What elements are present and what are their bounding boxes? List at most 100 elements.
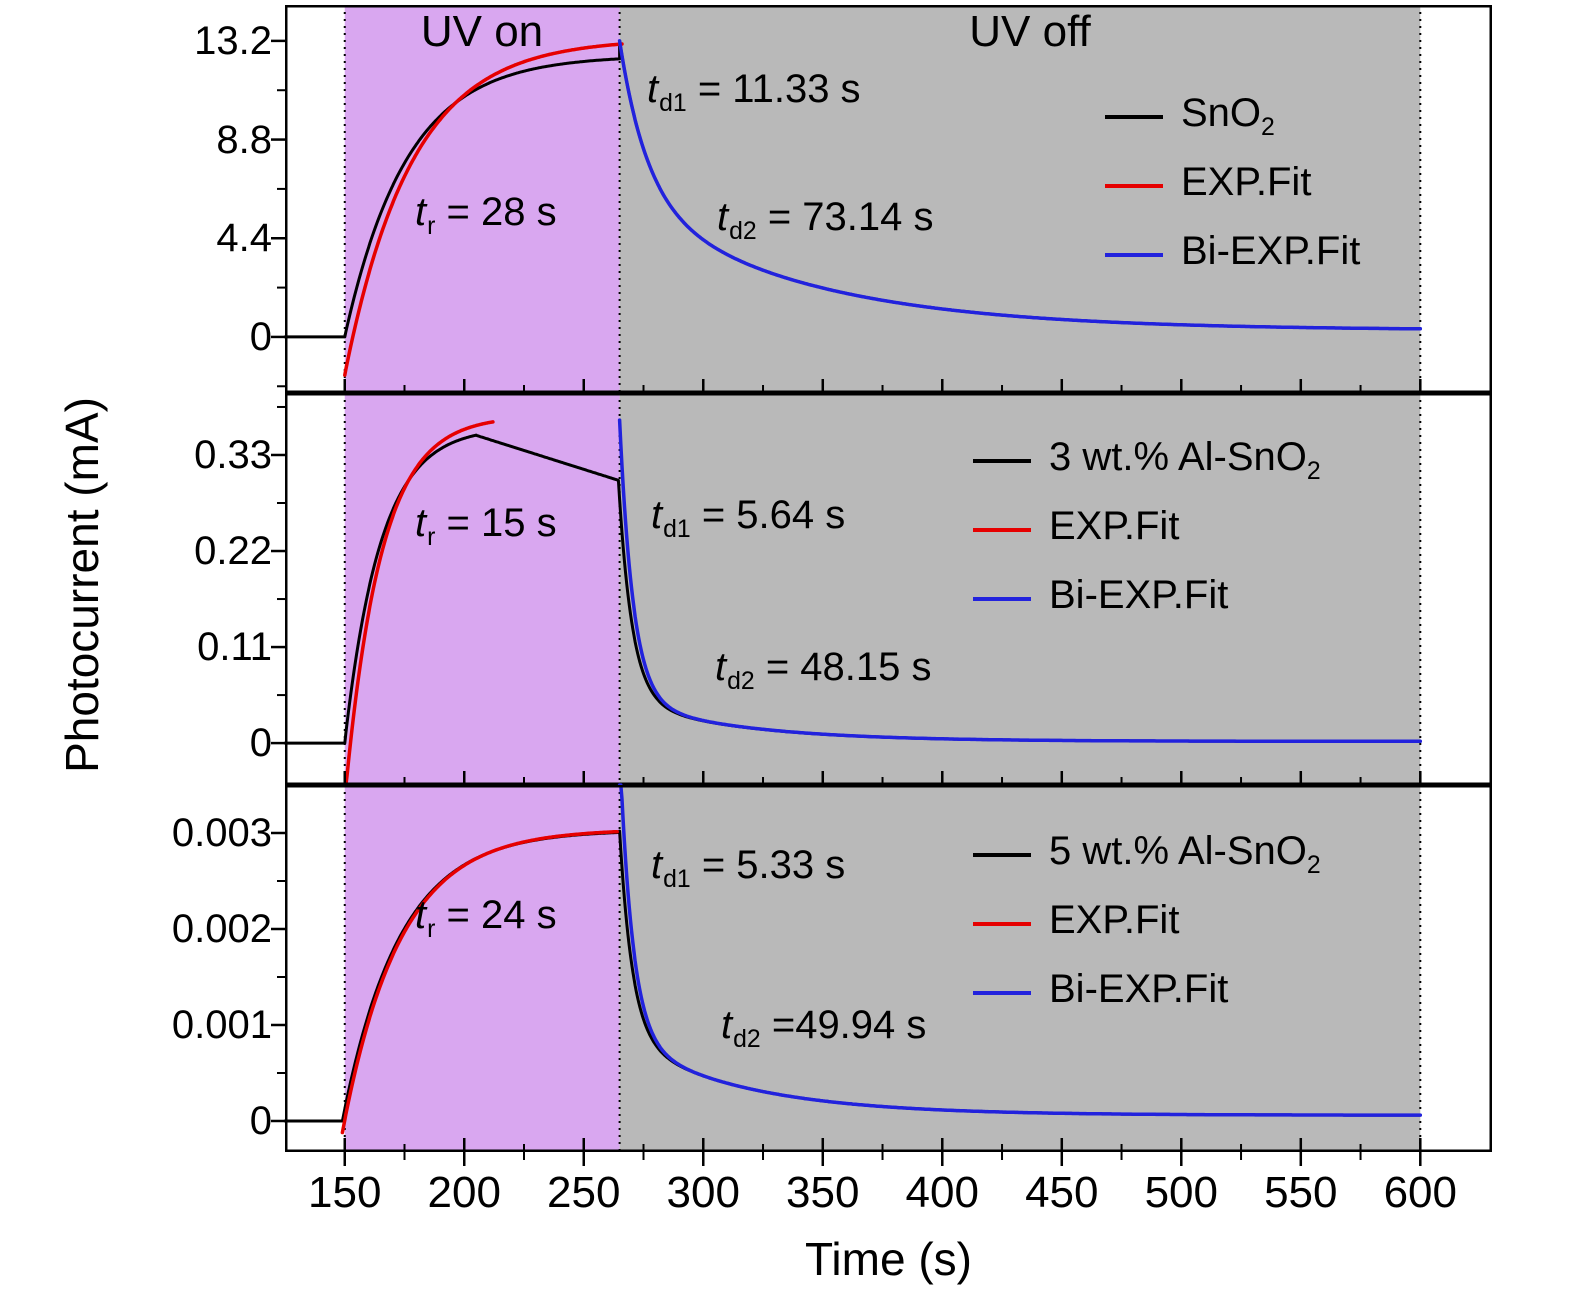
legend-line-swatch	[1105, 183, 1163, 188]
legend-item: SnO2	[1105, 91, 1360, 142]
plot-3wt-al-sno2-canvas	[271, 393, 1492, 787]
t-value: = 48.15 s	[754, 645, 932, 689]
y-tick-label: 0.22	[194, 529, 272, 574]
legend-label: 5 wt.% Al-SnO2	[1049, 829, 1321, 880]
legend-text: 3 wt.% Al-SnO	[1049, 435, 1307, 479]
t-value: = 28 s	[435, 190, 557, 234]
t-subscript: d2	[727, 668, 755, 695]
y-tick-label: 0.11	[197, 625, 272, 670]
t-subscript: d2	[729, 218, 757, 245]
x-tick-label: 250	[547, 1168, 621, 1217]
t-subscript: r	[427, 916, 436, 943]
legend-label: 3 wt.% Al-SnO2	[1049, 435, 1321, 486]
decay-time-2-annotation: td2 =49.94 s	[721, 1003, 926, 1054]
t-symbol: t	[647, 67, 659, 111]
t-symbol: t	[651, 493, 663, 537]
legend-text: Bi-EXP.Fit	[1049, 573, 1229, 617]
legend: SnO2 EXP.Fit Bi-EXP.Fit	[1105, 91, 1360, 280]
t-value: =49.94 s	[760, 1003, 927, 1047]
decay-time-1-annotation: td1 = 5.64 s	[651, 493, 845, 544]
legend-line-swatch	[1105, 252, 1163, 257]
t-value: = 24 s	[435, 893, 557, 937]
y-tick-label: 4.4	[216, 216, 272, 261]
legend-label: Bi-EXP.Fit	[1049, 967, 1228, 1018]
x-tick-label: 600	[1383, 1168, 1457, 1217]
t-symbol: t	[651, 843, 663, 887]
y-tick-label: 0.33	[194, 432, 272, 477]
legend-text: Bi-EXP.Fit	[1049, 967, 1229, 1011]
plot-sno2-canvas	[271, 5, 1492, 393]
x-tick-label: 200	[427, 1168, 501, 1217]
decay-time-1-annotation: td1 = 11.33 s	[647, 67, 861, 118]
legend-item: 3 wt.% Al-SnO2	[973, 435, 1321, 486]
decay-time-2-annotation: td2 = 48.15 s	[715, 645, 932, 696]
x-tick-label: 150	[308, 1168, 382, 1217]
legend-text: Bi-EXP.Fit	[1181, 229, 1361, 273]
uv-on-label: UV on	[420, 7, 544, 56]
legend-sub: 2	[1261, 114, 1275, 141]
t-subscript: d1	[659, 90, 687, 117]
y-tick-label: 13.2	[194, 18, 272, 63]
x-axis-title: Time (s)	[805, 1233, 972, 1285]
legend-item: EXP.Fit	[973, 504, 1321, 555]
t-symbol: t	[715, 645, 727, 689]
x-tick-label: 500	[1144, 1168, 1218, 1217]
t-value: = 5.64 s	[690, 493, 846, 537]
y-tick-label: 0.003	[171, 810, 272, 855]
legend-item: Bi-EXP.Fit	[1105, 229, 1360, 280]
y-tick-label: 0.002	[171, 906, 272, 951]
legend: 3 wt.% Al-SnO2 EXP.Fit Bi-EXP.Fit	[973, 435, 1321, 624]
legend-line-swatch	[973, 990, 1031, 995]
legend-line-swatch	[973, 852, 1031, 857]
legend-line-swatch	[973, 921, 1031, 926]
legend-text: SnO	[1181, 91, 1262, 135]
legend-item: 5 wt.% Al-SnO2	[973, 829, 1321, 880]
legend-line-swatch	[973, 596, 1031, 601]
t-subscript: d1	[663, 516, 691, 543]
decay-time-1-annotation: td1 = 5.33 s	[651, 843, 845, 894]
panel-stack: UV on UV off tr = 28 s td1 = 11.33 s td2…	[271, 5, 1492, 1166]
panel-sno2: UV on UV off tr = 28 s td1 = 11.33 s td2…	[271, 5, 1492, 393]
t-symbol: t	[717, 195, 729, 239]
t-subscript: r	[427, 213, 436, 240]
legend-text: EXP.Fit	[1181, 160, 1312, 204]
y-tick-label: 0.001	[171, 1002, 272, 1047]
panel-5wt-al-sno2: tr = 24 s td1 = 5.33 s td2 =49.94 s 5 wt…	[271, 783, 1492, 1166]
t-symbol: t	[415, 190, 427, 234]
y-tick-label: 0	[249, 721, 272, 766]
legend-label: EXP.Fit	[1049, 898, 1179, 949]
legend-line-swatch	[973, 458, 1031, 463]
x-tick-label: 450	[1025, 1168, 1099, 1217]
t-symbol: t	[415, 893, 427, 937]
x-tick-label: 400	[905, 1168, 979, 1217]
t-symbol: t	[415, 501, 427, 545]
legend-item: EXP.Fit	[973, 898, 1321, 949]
t-subscript: r	[427, 524, 436, 551]
legend-text: EXP.Fit	[1049, 898, 1180, 942]
x-tick-label: 300	[666, 1168, 740, 1217]
legend-line-swatch	[973, 527, 1031, 532]
legend-item: EXP.Fit	[1105, 160, 1360, 211]
t-symbol: t	[721, 1003, 733, 1047]
t-value: = 73.14 s	[756, 195, 934, 239]
legend-sub: 2	[1306, 852, 1321, 879]
legend-text: EXP.Fit	[1049, 504, 1180, 548]
legend-label: Bi-EXP.Fit	[1049, 573, 1228, 624]
legend: 5 wt.% Al-SnO2 EXP.Fit Bi-EXP.Fit	[973, 829, 1321, 1018]
y-tick-label: 0	[249, 314, 272, 359]
legend-label: EXP.Fit	[1181, 160, 1311, 211]
legend-label: Bi-EXP.Fit	[1181, 229, 1360, 280]
legend-sub: 2	[1306, 458, 1321, 485]
legend-label: EXP.Fit	[1049, 504, 1179, 555]
x-tick-label: 550	[1264, 1168, 1338, 1217]
x-tick-labels: 150 200 250 300 350 400 450 500 550 600	[0, 1168, 1575, 1224]
decay-time-2-annotation: td2 = 73.14 s	[717, 195, 934, 246]
t-value: = 5.33 s	[690, 843, 846, 887]
uv-off-label: UV off	[969, 7, 1091, 56]
x-tick-label: 350	[786, 1168, 860, 1217]
t-subscript: d2	[733, 1026, 761, 1053]
t-subscript: d1	[663, 866, 691, 893]
t-value: = 11.33 s	[686, 67, 861, 111]
legend-text: 5 wt.% Al-SnO	[1049, 829, 1307, 873]
